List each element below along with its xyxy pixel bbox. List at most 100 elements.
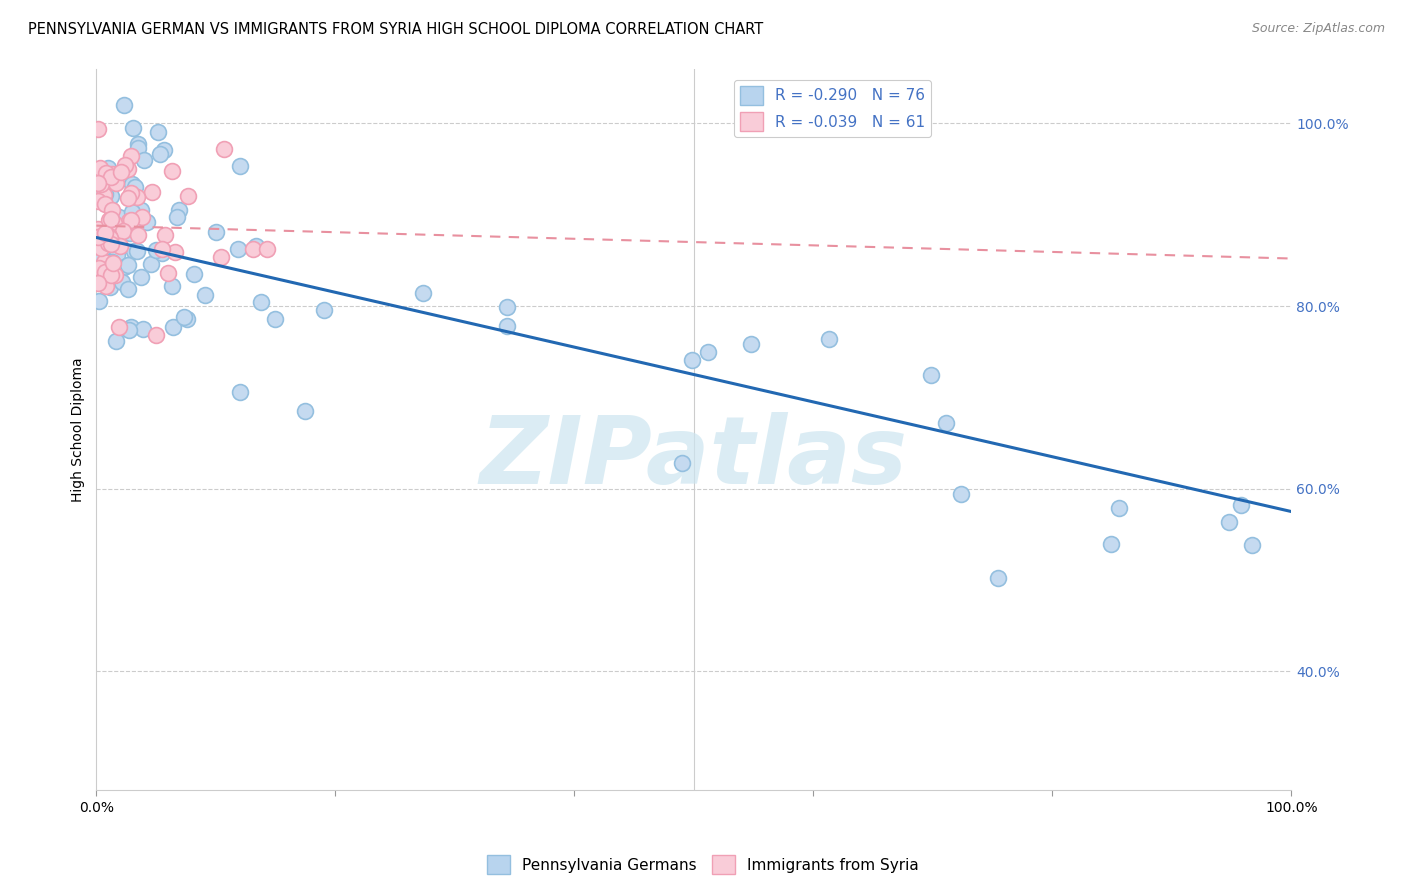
Point — [94, 197, 117, 211]
Point — [120, 186, 142, 200]
Point — [98, 280, 121, 294]
Point — [122, 121, 145, 136]
Point — [117, 282, 139, 296]
Point — [100, 203, 122, 218]
Point — [1229, 498, 1251, 512]
Point — [111, 224, 134, 238]
Point — [205, 225, 228, 239]
Point — [1099, 537, 1122, 551]
Point — [97, 212, 120, 227]
Point — [101, 256, 124, 270]
Point — [90, 241, 112, 255]
Point — [1240, 538, 1263, 552]
Point — [149, 147, 172, 161]
Point — [89, 260, 111, 275]
Point — [86, 194, 108, 208]
Point — [155, 227, 177, 242]
Point — [89, 181, 111, 195]
Legend: Pennsylvania Germans, Immigrants from Syria: Pennsylvania Germans, Immigrants from Sy… — [481, 849, 925, 880]
Point — [162, 279, 184, 293]
Point — [681, 352, 703, 367]
Point — [117, 162, 139, 177]
Point — [94, 226, 117, 240]
Point — [136, 215, 159, 229]
Point — [950, 487, 973, 501]
Point — [112, 260, 135, 275]
Point — [173, 310, 195, 324]
Point — [696, 345, 718, 359]
Point — [152, 246, 174, 260]
Point — [94, 186, 117, 201]
Point — [104, 227, 127, 242]
Point — [103, 268, 125, 283]
Point — [98, 229, 121, 244]
Point — [100, 189, 122, 203]
Point — [114, 214, 136, 228]
Point — [229, 385, 252, 400]
Point — [114, 158, 136, 172]
Point — [495, 318, 517, 333]
Point — [294, 404, 316, 418]
Point — [112, 226, 135, 240]
Point — [86, 234, 108, 248]
Point — [671, 456, 693, 470]
Point — [93, 265, 115, 279]
Point — [264, 312, 287, 326]
Point — [122, 244, 145, 259]
Point — [987, 571, 1010, 585]
Point — [105, 248, 128, 262]
Point — [245, 238, 267, 252]
Point — [146, 125, 169, 139]
Point — [90, 178, 112, 192]
Point — [103, 216, 125, 230]
Point — [412, 285, 434, 300]
Point — [740, 337, 762, 351]
Point — [117, 258, 139, 272]
Point — [117, 213, 139, 227]
Point — [1108, 500, 1130, 515]
Point — [127, 228, 149, 243]
Point — [228, 159, 250, 173]
Point — [124, 179, 146, 194]
Point — [108, 210, 131, 224]
Point — [97, 232, 120, 246]
Point — [176, 189, 198, 203]
Point — [125, 244, 148, 258]
Point — [209, 251, 232, 265]
Point — [87, 276, 110, 290]
Point — [314, 303, 336, 318]
Point — [127, 141, 149, 155]
Point — [1218, 515, 1240, 529]
Text: Source: ZipAtlas.com: Source: ZipAtlas.com — [1251, 22, 1385, 36]
Point — [90, 251, 112, 265]
Point — [108, 238, 131, 252]
Point — [94, 278, 117, 293]
Point — [131, 210, 153, 224]
Text: PENNSYLVANIA GERMAN VS IMMIGRANTS FROM SYRIA HIGH SCHOOL DIPLOMA CORRELATION CHA: PENNSYLVANIA GERMAN VS IMMIGRANTS FROM S… — [28, 22, 763, 37]
Point — [100, 268, 122, 282]
Point — [132, 153, 155, 167]
Point — [226, 243, 249, 257]
Point — [920, 368, 942, 383]
Point — [117, 191, 139, 205]
Text: ZIPatlas: ZIPatlas — [479, 412, 908, 504]
Point — [121, 178, 143, 192]
Point — [100, 236, 122, 251]
Point — [176, 312, 198, 326]
Point — [157, 267, 180, 281]
Point — [96, 235, 118, 250]
Y-axis label: High School Diploma: High School Diploma — [72, 357, 86, 501]
Point — [107, 319, 129, 334]
Point — [131, 322, 153, 336]
Point — [129, 203, 152, 218]
Point — [145, 327, 167, 342]
Point — [495, 300, 517, 314]
Point — [153, 143, 176, 157]
Point — [256, 242, 278, 256]
Point — [87, 294, 110, 309]
Point — [817, 333, 839, 347]
Point — [93, 254, 115, 268]
Point — [166, 211, 188, 225]
Point — [121, 205, 143, 219]
Point — [89, 261, 111, 276]
